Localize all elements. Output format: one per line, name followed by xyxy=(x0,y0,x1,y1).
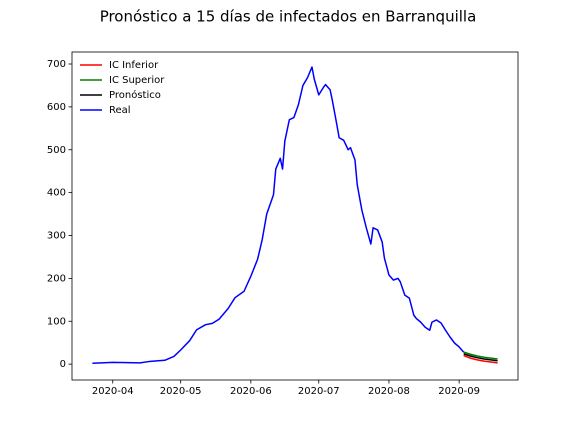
legend-label: Real xyxy=(109,105,131,116)
series-line xyxy=(92,66,465,365)
y-tick-label: 500 xyxy=(47,145,66,156)
x-tick-label: 2020-04 xyxy=(92,386,134,397)
y-tick-label: 600 xyxy=(47,102,66,113)
x-tick-label: 2020-08 xyxy=(368,386,410,397)
series-line xyxy=(463,351,498,360)
x-tick-label: 2020-09 xyxy=(438,386,480,397)
y-tick-label: 700 xyxy=(47,59,66,70)
axes-frame xyxy=(71,51,519,381)
y-tick-label: 300 xyxy=(47,231,66,242)
y-tick-label: 100 xyxy=(47,316,66,327)
y-tick-label: 400 xyxy=(47,188,66,199)
x-tick-label: 2020-05 xyxy=(160,386,202,397)
x-tick-label: 2020-06 xyxy=(230,386,272,397)
series-line xyxy=(463,353,498,362)
chart-title: Pronóstico a 15 días de infectados en Ba… xyxy=(100,8,477,26)
legend-label: Pronóstico xyxy=(109,89,161,101)
series-line xyxy=(463,354,498,364)
legend-label: IC Superior xyxy=(109,75,165,86)
y-tick-label: 0 xyxy=(60,359,66,370)
x-tick-label: 2020-07 xyxy=(298,386,340,397)
y-tick-label: 200 xyxy=(47,273,66,284)
legend-label: IC Inferior xyxy=(109,60,159,71)
